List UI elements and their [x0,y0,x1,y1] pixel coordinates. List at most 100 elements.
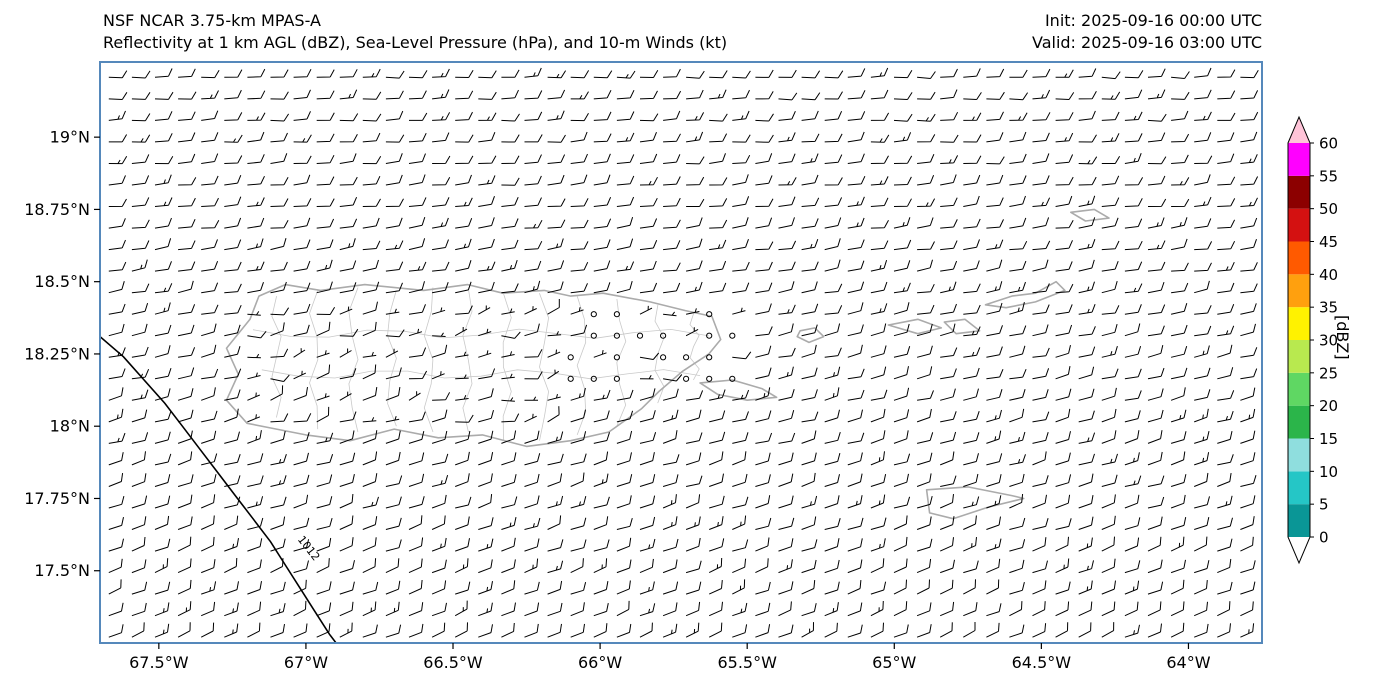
wind-barb [432,332,446,337]
wind-barb [501,331,521,339]
wind-barb [986,156,1005,165]
wind-barb [293,370,307,380]
wind-barb [247,131,265,143]
wind-barb [1240,368,1258,380]
colorbar-tick-label: 60 [1319,135,1338,153]
valid-time: Valid: 2025-09-16 03:00 UTC [1031,33,1262,52]
wind-barb [224,239,242,251]
wind-barb [1240,475,1257,487]
wind-barb [893,113,913,122]
wind-barb [455,374,469,380]
wind-barb [1124,153,1142,164]
wind-barb [385,282,403,294]
wind-barb [177,451,193,466]
wind-barb [524,413,537,423]
wind-barb [893,282,911,294]
wind-barb [547,453,564,466]
wind-barb [755,69,774,78]
wind-barb [362,217,380,229]
wind-barb [108,387,124,401]
wind-barb [108,368,126,380]
wind-barb [547,539,564,552]
wind-barb [986,516,1001,530]
wind-barb [986,579,1000,595]
wind-barb [1032,580,1047,595]
wind-barb [178,153,196,164]
wind-barb [131,92,151,100]
wind-barb [362,558,377,574]
wind-barb [593,539,610,552]
wind-barb [1055,494,1071,509]
wind-barb [200,622,215,638]
wind-barb [293,282,311,294]
wind-barb [339,348,352,358]
wind-barb [362,301,378,315]
wind-barb [709,431,726,444]
wind-barb [663,68,681,78]
wind-barb [339,134,358,143]
wind-barb [501,283,519,294]
wind-barb [847,473,863,487]
wind-barb [847,196,865,207]
wind-barb [478,217,495,229]
wind-barb [431,344,448,358]
wind-barb [293,303,311,315]
wind-barb [778,473,794,487]
wind-barb [1147,367,1165,380]
wind-barb [478,305,491,315]
wind-barb [108,70,128,79]
wind-barb [709,239,727,251]
wind-barb [1032,283,1050,294]
wind-barb [385,70,405,79]
wind-barb [547,623,562,638]
wind-barb [847,175,866,186]
wind-barb [316,69,335,78]
wind-barb [755,432,773,444]
wind-barb [454,600,468,617]
wind-barb [270,261,288,272]
wind-barb [870,451,885,466]
wind-barb [1032,304,1050,315]
wind-barb [616,154,635,164]
wind-barb [824,217,842,229]
wind-barb [801,622,814,638]
wind-barb [1194,111,1212,121]
wind-barb [639,603,656,617]
wind-barb [154,91,174,100]
wind-barb [801,218,819,229]
calm-wind-circle [613,311,621,318]
wind-barb [847,68,866,78]
wind-barb [963,112,982,121]
wind-barb [270,322,285,337]
wind-barb [131,536,146,552]
wind-barb [570,558,584,574]
wind-barb [893,176,912,186]
calm-wind-circle [567,354,574,361]
wind-barb [686,260,703,272]
wind-barb [986,325,1003,337]
wind-barb [916,432,934,444]
wind-barb [616,89,635,100]
wind-barb [917,283,935,294]
wind-barb [778,347,796,358]
wind-barb [1170,622,1185,638]
wind-barb [108,579,122,595]
calm-wind-circle [706,332,713,339]
wind-barb [917,154,935,164]
wind-barb [1194,408,1209,423]
wind-barb [362,351,377,358]
wind-barb [801,495,818,509]
wind-barb [616,517,633,530]
wind-barb [1009,539,1026,552]
wind-barb [1078,156,1098,165]
wind-barb [362,281,380,294]
wind-barb [986,239,1004,251]
wind-barbs [108,67,1259,638]
wind-barb [893,387,910,401]
wind-barb [178,111,196,121]
wind-barb [1170,474,1187,487]
wind-barb [408,515,423,530]
wind-barb [1078,346,1096,358]
wind-barb [685,537,701,552]
wind-barb [824,559,840,574]
